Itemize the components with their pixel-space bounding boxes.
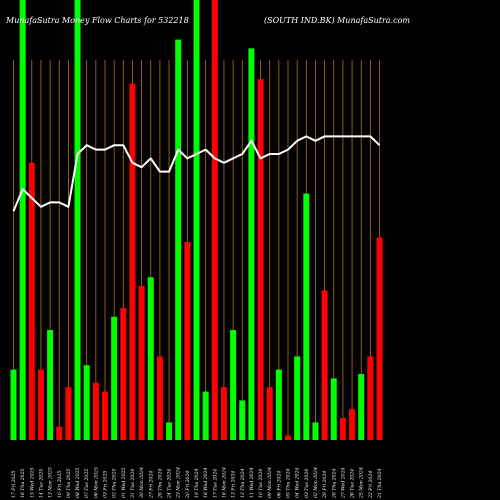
x-tick-label: 22 Fri 2024 [368, 471, 374, 499]
bar-inflow [303, 193, 310, 440]
x-tick-label: 17 Tue 2024 [212, 469, 218, 498]
bar-inflow [193, 0, 200, 440]
x-tick-label: 30 Mon 2024 [139, 467, 145, 498]
x-tick-label: 29 Fri 2024 [322, 471, 328, 499]
money-flow-line [12, 135, 381, 212]
x-tick-label: 13 Fri 2024 [231, 471, 237, 498]
x-tick-label: 02 Mon 2024 [313, 467, 319, 498]
x-tick-label: 17 Fri 2025 [11, 471, 17, 498]
x-tick-label: 09 Mon 2024 [267, 467, 273, 498]
bar-inflow [248, 48, 255, 441]
bar-inflow [74, 0, 81, 440]
x-tick-label: 02 Thu 2025 [112, 468, 118, 498]
bar-inflow [83, 365, 90, 440]
x-tick-label: 26 Thu 2024 [157, 468, 163, 499]
x-tick-label: 12 Thu 2024 [240, 468, 246, 498]
bar-outflow [220, 387, 227, 440]
x-tick-label: 24 Tue 2024 [167, 469, 173, 499]
bar-outflow [285, 435, 291, 440]
x-tick-label: 31 Tue 2024 [130, 469, 136, 498]
bar-outflow [349, 409, 356, 440]
bar-inflow [239, 400, 246, 440]
x-tick-label: 27 Wed 2024 [340, 467, 346, 499]
bar-outflow [321, 290, 328, 440]
bar-outflow [156, 356, 163, 440]
bar-inflow [111, 316, 118, 440]
bar-outflow [257, 79, 264, 440]
x-tick-label: 10 Fri 2025 [57, 471, 63, 498]
x-tick-label: 13 Mon 2025 [48, 467, 54, 498]
bar-outflow [102, 391, 108, 440]
bar-inflow [312, 422, 319, 440]
bar-inflow [358, 374, 365, 440]
x-tick-label: 28 Thu 2024 [331, 468, 337, 499]
bar-outflow [376, 237, 383, 440]
bar-outflow [92, 382, 99, 440]
x-tick-label: 05 Thu 2024 [286, 468, 292, 498]
bar-outflow [138, 286, 145, 440]
x-tick-label: 21 Thu 2024 [377, 468, 383, 499]
bar-inflow [19, 0, 26, 440]
x-tick-label: 06 Mon 2025 [93, 467, 99, 498]
bar-inflow [47, 330, 54, 440]
x-tick-label: 07 Tue 2025 [84, 469, 90, 498]
x-tick-label: 27 Fri 2024 [148, 471, 154, 499]
bar-inflow [10, 369, 17, 440]
bar-outflow [120, 308, 127, 440]
x-tick-label: 14 Tue 2025 [38, 469, 44, 498]
bar-outflow [367, 356, 374, 440]
bar-inflow [175, 39, 182, 440]
x-tick-label: 01 Wed 2025 [121, 467, 127, 498]
bar-outflow [211, 0, 218, 440]
bar-series [10, 0, 383, 441]
x-tick-label: 04 Wed 2024 [295, 467, 301, 498]
x-tick-label: 23 Mon 2024 [176, 467, 182, 499]
bar-outflow [266, 387, 273, 440]
bar-inflow [294, 356, 301, 440]
chart-title-right: (SOUTH IND.BK) MunafaSutra.com [264, 16, 410, 25]
bar-outflow [184, 242, 191, 440]
bar-outflow [37, 369, 44, 440]
x-tick-label: 06 Fri 2024 [276, 471, 282, 498]
x-tick-label: 09 Thu 2025 [66, 468, 72, 498]
chart-title-left: MunafaSutra Money Flow Charts for 532218 [5, 16, 189, 25]
bar-outflow [65, 387, 72, 440]
bar-inflow [275, 369, 282, 440]
x-tick-label: 26 Tue 2024 [350, 469, 356, 499]
x-tick-label: 15 Wed 2025 [29, 467, 35, 498]
x-tick-label: 18 Wed 2024 [203, 467, 209, 498]
x-tick-labels: 17 Fri 2025 16 Thu 2025 15 Wed 2025 14 Tue … [11, 467, 383, 499]
bar-outflow [129, 83, 136, 440]
bar-inflow [330, 378, 337, 440]
x-tick-label: 11 Wed 2024 [249, 467, 255, 498]
x-tick-label: 16 Thu 2025 [20, 468, 26, 498]
line-series [12, 135, 381, 212]
bar-inflow [147, 277, 154, 440]
x-tick-label: 03 Fri 2025 [103, 471, 109, 498]
x-tick-label: 03 Tue 2024 [304, 469, 310, 498]
bar-inflow [202, 391, 209, 440]
bar-outflow [56, 426, 63, 440]
x-tick-label: 16 Mon 2024 [221, 467, 227, 498]
x-tick-label: 25 Mon 2024 [359, 467, 365, 499]
bar-inflow [230, 330, 237, 440]
x-tick-label: 19 Thu 2024 [194, 468, 200, 498]
x-tick-label: 20 Fri 2024 [185, 471, 191, 499]
bar-outflow [28, 162, 35, 441]
bar-outflow [339, 418, 346, 440]
x-tick-label: 08 Wed 2025 [75, 467, 81, 498]
bar-inflow [166, 422, 173, 440]
x-tick-label: 10 Tue 2024 [258, 469, 264, 498]
